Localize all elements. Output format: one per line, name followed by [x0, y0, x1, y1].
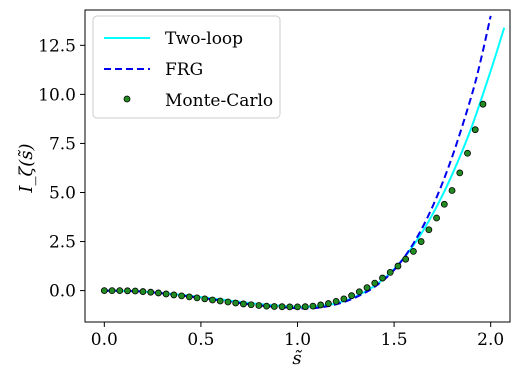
data-point-monte-carlo	[309, 302, 317, 310]
data-point-monte-carlo	[448, 187, 456, 194]
legend-label-monte-carlo: Monte-Carlo	[165, 91, 273, 111]
data-point-monte-carlo	[108, 287, 116, 295]
data-point-monte-carlo	[278, 303, 286, 311]
data-point-monte-carlo	[294, 303, 301, 311]
x-tick-label: 0.5	[187, 330, 214, 350]
y-tick-label: 5.0	[49, 183, 76, 203]
data-point-monte-carlo	[464, 149, 471, 157]
data-point-monte-carlo	[386, 268, 394, 276]
data-point-monte-carlo	[139, 288, 147, 295]
data-point-monte-carlo	[155, 289, 162, 297]
data-point-monte-carlo	[185, 293, 193, 301]
y-tick-label: 12.5	[38, 36, 76, 56]
x-tick-label: 1.0	[284, 330, 311, 350]
data-point-monte-carlo	[433, 214, 440, 222]
data-point-monte-carlo	[147, 288, 155, 296]
data-point-monte-carlo	[286, 303, 294, 311]
data-point-monte-carlo	[340, 295, 348, 303]
legend-label-two-loop: Two-loop	[165, 29, 243, 49]
data-point-monte-carlo	[209, 296, 216, 304]
data-point-monte-carlo	[240, 300, 247, 308]
x-tick-label: 2.0	[477, 330, 504, 350]
data-point-monte-carlo	[116, 287, 124, 295]
data-point-monte-carlo	[263, 302, 270, 310]
data-point-monte-carlo	[425, 226, 433, 234]
data-point-monte-carlo	[379, 274, 386, 282]
data-point-monte-carlo	[131, 287, 139, 295]
data-point-monte-carlo	[355, 288, 363, 296]
data-point-monte-carlo	[178, 292, 185, 300]
data-point-monte-carlo	[255, 302, 263, 309]
y-tick-label: 10.0	[38, 85, 76, 105]
data-point-monte-carlo	[170, 291, 178, 299]
y-tick-label: 0.0	[49, 282, 76, 302]
data-point-monte-carlo	[348, 292, 355, 300]
data-point-monte-carlo	[232, 299, 240, 307]
legend-box	[92, 15, 281, 119]
data-point-monte-carlo	[216, 297, 224, 305]
plot-area	[100, 15, 506, 311]
data-point-monte-carlo	[363, 284, 371, 292]
data-point-monte-carlo	[325, 300, 332, 307]
legend-label-frg: FRG	[165, 60, 203, 80]
y-axis-label: I_ζ(s̃)	[16, 143, 37, 193]
data-point-monte-carlo	[417, 238, 425, 245]
data-point-monte-carlo	[317, 301, 325, 309]
x-tick-label: 0.0	[91, 330, 118, 350]
y-tick-label: 7.5	[49, 134, 76, 154]
x-tick-label: 1.5	[381, 330, 408, 350]
data-point-monte-carlo	[394, 262, 402, 270]
x-axis-label: s̃	[292, 348, 302, 369]
data-point-monte-carlo	[193, 294, 201, 302]
data-point-monte-carlo	[410, 247, 417, 255]
data-point-monte-carlo	[479, 100, 487, 108]
data-point-monte-carlo	[124, 287, 131, 295]
data-point-monte-carlo	[301, 303, 309, 311]
series-group	[100, 15, 506, 311]
data-point-monte-carlo	[270, 303, 278, 310]
data-point-monte-carlo	[371, 279, 379, 287]
data-point-monte-carlo	[471, 126, 479, 134]
data-point-monte-carlo	[247, 301, 255, 309]
legend: Two-loop FRG Monte-Carlo	[92, 15, 281, 119]
data-point-monte-carlo	[201, 295, 209, 303]
series-line-frg	[104, 15, 492, 310]
data-point-monte-carlo	[440, 200, 448, 208]
data-point-monte-carlo	[402, 255, 410, 263]
data-point-monte-carlo	[100, 287, 108, 295]
data-point-monte-carlo	[224, 298, 232, 306]
axis-ticks: 0.0 0.5 1.0 1.5 2.0 0.0 2.5 5.0 7.5 10.0 12.5	[38, 36, 504, 350]
data-point-monte-carlo	[456, 169, 464, 177]
data-point-monte-carlo	[162, 290, 170, 298]
legend-swatch-monte-carlo	[123, 95, 131, 103]
y-tick-label: 2.5	[49, 233, 76, 253]
data-point-monte-carlo	[332, 297, 340, 305]
